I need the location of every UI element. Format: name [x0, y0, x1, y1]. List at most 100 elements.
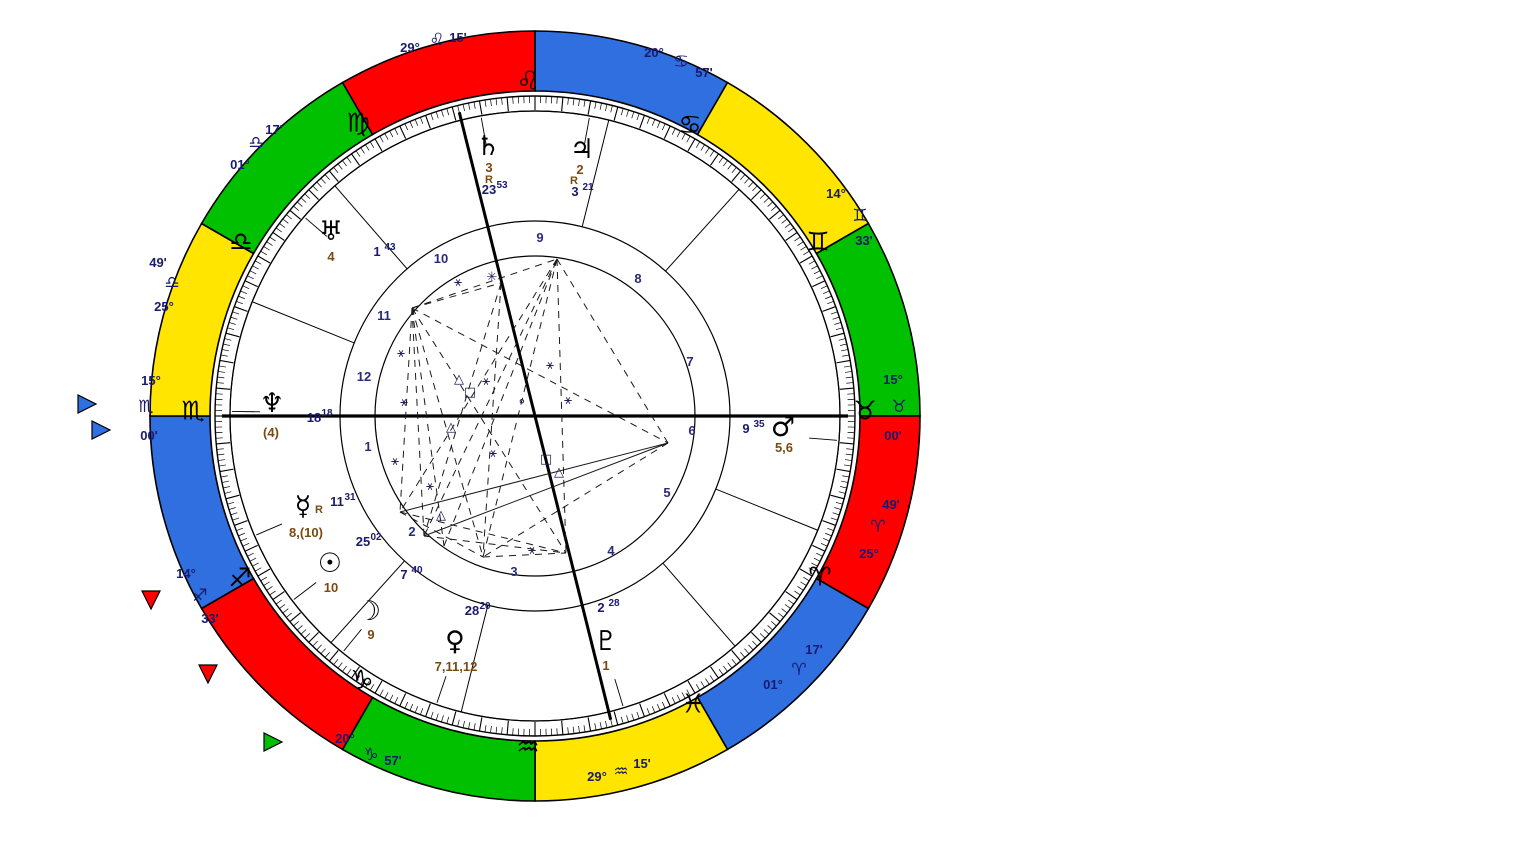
marker-triangle-down-2[interactable] — [141, 590, 161, 611]
cusp-minute: 57' — [384, 753, 402, 768]
planet-jupiter[interactable]: ♃2R3 21 — [570, 117, 594, 199]
degree-tick — [478, 717, 483, 732]
degree-tick — [744, 648, 750, 655]
degree-tick — [218, 371, 226, 373]
degree-tick — [360, 147, 365, 154]
planet-mars[interactable]: ♂5,6 9 35 — [742, 412, 838, 455]
planet-glyph-sun[interactable]: ☉ — [318, 548, 342, 579]
sign-glyph-pisces: ♓ — [681, 690, 704, 720]
planet-glyph-moon[interactable]: ☽ — [357, 596, 381, 627]
degree-tick — [718, 156, 724, 163]
degree-tick — [594, 101, 597, 109]
planet-neptune[interactable]: ♆ (4) 18 18 — [232, 388, 333, 440]
planet-glyph-venus[interactable]: ♀ — [445, 626, 465, 657]
planet-house-pluto: 1 — [602, 658, 609, 673]
degree-tick — [834, 322, 842, 325]
cusp-degree-labels: 29° ♌ 15' 20° ♋ 57' 14° ♊ 33' 15° ♉ 00' 25° ♈ 49' 01° ♈ 1… — [138, 30, 906, 784]
zodiac-sector-aquarius[interactable] — [534, 696, 729, 802]
cusp-minute: 49' — [882, 497, 900, 512]
cusp-degree: 15° — [883, 372, 903, 387]
degree-tick — [220, 475, 228, 478]
aspect-line — [482, 442, 669, 558]
degree-tick — [355, 150, 361, 157]
degree-tick — [409, 703, 414, 711]
marker-triangle-right-1[interactable] — [91, 420, 112, 440]
zodiac-sector-cancer[interactable] — [534, 30, 729, 136]
degree-tick — [744, 177, 750, 184]
zodiac-sector-aries[interactable] — [815, 415, 921, 610]
degree-tick — [379, 689, 384, 697]
degree-tick — [808, 567, 816, 572]
zodiac-sector-pisces[interactable] — [696, 577, 870, 751]
degree-tick — [613, 711, 619, 726]
zodiac-sector-gemini[interactable] — [696, 81, 870, 255]
degree-tick — [263, 581, 270, 586]
degree-tick — [578, 725, 580, 733]
degree-tick — [844, 371, 852, 373]
zodiac-sector-sagittarius[interactable] — [200, 577, 374, 751]
house-number-2: 2 — [408, 524, 415, 539]
degree-tick — [296, 201, 303, 207]
house-number-5: 5 — [663, 485, 670, 500]
planet-house-neptune: (4) — [263, 425, 279, 440]
zodiac-sector-capricorn[interactable] — [341, 696, 536, 802]
house-cusp-line — [330, 560, 405, 643]
planet-minute-neptune: 18 — [321, 408, 333, 419]
aspect-line — [423, 282, 502, 537]
degree-tick — [781, 608, 788, 614]
degree-tick — [269, 236, 276, 242]
zodiac-sector-taurus[interactable] — [815, 222, 921, 417]
degree-tick — [800, 246, 807, 251]
aspect-symbol-square: □ — [540, 452, 552, 467]
zodiac-sector-scorpio[interactable] — [149, 415, 255, 610]
degree-tick — [225, 494, 240, 500]
degree-tick — [794, 590, 801, 596]
planet-glyph-neptune[interactable]: ♆ — [260, 388, 284, 419]
degree-tick — [218, 459, 226, 461]
zodiac-sector-virgo[interactable] — [200, 81, 374, 255]
degree-tick — [457, 105, 460, 113]
degree-tick — [275, 227, 282, 233]
planet-retrograde-jupiter: R — [570, 175, 578, 187]
planet-glyph-mars[interactable]: ♂ — [771, 412, 795, 443]
marker-triangle-down-3[interactable] — [198, 664, 218, 685]
degree-tick — [219, 359, 234, 364]
zodiac-sector-libra[interactable] — [149, 222, 255, 417]
house-number-6: 6 — [688, 423, 695, 438]
planet-glyph-mercury[interactable]: ☿ — [295, 491, 312, 522]
legend-triangle-markers[interactable] — [77, 394, 284, 752]
degree-tick — [808, 260, 816, 265]
planet-moon[interactable]: ☽9 7 40 — [343, 565, 423, 652]
cusp-label-aquarius-6: 29° ♒ 15' — [587, 756, 651, 784]
marker-triangle-right-4[interactable] — [263, 732, 284, 752]
degree-tick — [822, 520, 836, 526]
planet-uranus[interactable]: ♅ 4 1 43 — [305, 216, 396, 264]
planet-pluto[interactable]: ♇1 2 28 — [594, 598, 624, 707]
planet-venus[interactable]: ♀ 7,11,12 28 20 — [435, 601, 491, 703]
degree-tick — [778, 612, 784, 618]
degree-tick — [740, 174, 746, 181]
degree-tick — [232, 311, 240, 315]
degree-tick — [227, 327, 235, 331]
degree-tick — [430, 711, 434, 719]
aspect-symbol-trine: △ — [454, 372, 464, 387]
planet-sun[interactable]: ☉10 25 02 — [293, 532, 382, 600]
degree-tick — [399, 693, 407, 707]
planet-glyph-jupiter[interactable]: ♃ — [570, 134, 594, 165]
degree-tick — [346, 669, 352, 676]
planet-glyph-pluto[interactable]: ♇ — [594, 626, 618, 657]
planet-glyph-saturn[interactable]: ♄ — [476, 131, 500, 162]
degree-tick — [351, 153, 360, 166]
degree-tick — [731, 167, 737, 173]
degree-tick — [748, 644, 754, 651]
planet-glyph-uranus[interactable]: ♅ — [319, 216, 343, 247]
planet-mercury[interactable]: ☿ 8,(10) R 11 31 — [256, 491, 356, 540]
cusp-minute: 33' — [855, 233, 873, 248]
degree-tick — [686, 689, 691, 697]
aspect-line — [411, 307, 669, 444]
marker-triangle-right-0[interactable] — [77, 394, 98, 414]
degree-tick — [599, 722, 602, 730]
